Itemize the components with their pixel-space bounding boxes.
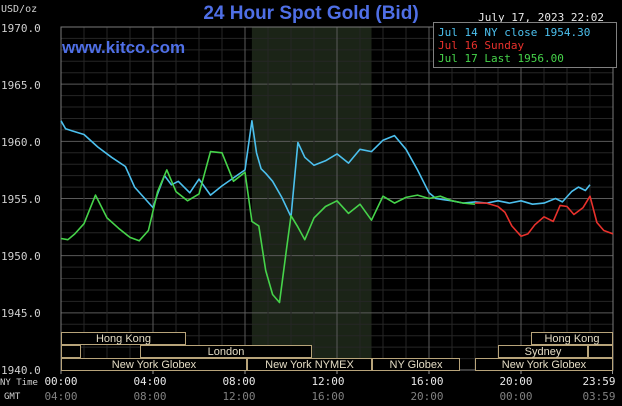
x-tick-gmt: 00:00	[499, 390, 533, 403]
session-ny-globex: NY Globex	[372, 358, 460, 371]
session-bar	[61, 345, 81, 358]
session-bar	[588, 345, 613, 358]
series-line-3	[60, 150, 476, 304]
x-tick-ny: 00:00	[44, 375, 78, 388]
y-tick-label: 1955.0	[1, 193, 41, 206]
x-tick-gmt: 04:00	[44, 390, 78, 403]
y-tick-label: 1960.0	[1, 136, 41, 149]
legend: Jul 14 NY close 1954.30 Jul 16 Sunday Ju…	[433, 22, 617, 68]
session-new-york-globex-2: New York Globex	[475, 358, 613, 371]
session-new-york-globex: New York Globex	[61, 358, 247, 371]
x-tick-ny: 23:59	[582, 375, 616, 388]
x-tick-gmt: 08:00	[133, 390, 167, 403]
x-tick-ny: 04:00	[133, 375, 167, 388]
y-tick-label: 1945.0	[1, 307, 41, 320]
chart-title: 24 Hour Spot Gold (Bid)	[203, 3, 419, 24]
y-tick-label: 1940.0	[1, 364, 41, 377]
x-tick-ny: 12:00	[311, 375, 345, 388]
unit-label: USD/oz	[1, 4, 38, 15]
x-tick-gmt: 16:00	[311, 390, 345, 403]
session-new-york-nymex: New York NYMEX	[247, 358, 372, 371]
legend-item-jul14: Jul 14 NY close 1954.30	[438, 26, 591, 39]
x-tick-ny: 08:00	[222, 375, 256, 388]
x-tick-ny: 16:00	[410, 375, 444, 388]
gmt-label: GMT	[4, 392, 21, 402]
y-tick-label: 1965.0	[1, 79, 41, 92]
legend-item-jul17: Jul 17 Last 1956.00	[438, 52, 564, 65]
x-tick-ny: 20:00	[499, 375, 533, 388]
x-tick-gmt: 03:59	[582, 390, 616, 403]
legend-item-jul16: Jul 16 Sunday	[438, 39, 525, 52]
session-hong-kong: Hong Kong	[61, 332, 186, 345]
session-london: London	[140, 345, 312, 358]
session-hong-kong-2: Hong Kong	[531, 332, 613, 345]
x-tick-gmt: 12:00	[222, 390, 256, 403]
ny-time-label: NY Time	[0, 378, 38, 388]
y-tick-label: 1970.0	[1, 22, 41, 35]
timestamp: July 17, 2023 22:02	[478, 11, 604, 24]
y-tick-label: 1950.0	[1, 250, 41, 263]
session-sydney: Sydney	[498, 345, 588, 358]
x-tick-gmt: 20:00	[410, 390, 444, 403]
website-link[interactable]: www.kitco.com	[62, 38, 186, 57]
series-line-2	[475, 195, 614, 237]
